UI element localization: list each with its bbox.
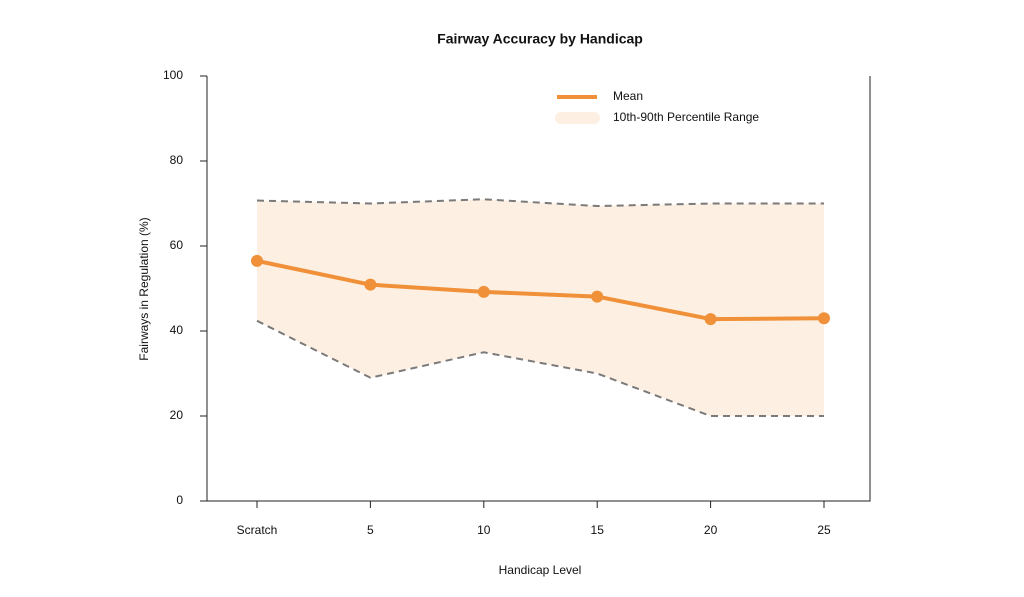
mean-point (591, 290, 604, 303)
mean-line (256, 258, 825, 322)
mean-point (818, 312, 830, 325)
legend-label: Mean (613, 89, 643, 103)
y-tick-label: 20 (170, 408, 184, 422)
y-tick-label: 100 (163, 68, 183, 82)
y-axis-label: Fairways in Regulation (%) (137, 217, 151, 360)
x-tick-label: Scratch (237, 523, 278, 537)
mean-point (477, 285, 490, 298)
legend-label: 10th-90th Percentile Range (613, 110, 759, 124)
y-tick-label: 40 (170, 323, 184, 337)
mean-point (251, 254, 263, 267)
y-tick-label: 0 (176, 493, 183, 507)
percentile-band (257, 199, 824, 416)
mean-point (704, 313, 717, 326)
legend-swatch (555, 112, 600, 124)
x-tick-label: 20 (704, 523, 718, 537)
x-tick-label: 15 (591, 523, 605, 537)
y-tick-label: 80 (170, 153, 184, 167)
y-tick-label: 60 (170, 238, 184, 252)
band-lower-line (256, 319, 824, 417)
x-tick-label: 25 (817, 523, 831, 537)
x-tick-label: 5 (367, 523, 374, 537)
chart-title: Fairway Accuracy by Handicap (437, 31, 643, 47)
x-tick-label: 10 (477, 523, 491, 537)
axes-frame (206, 76, 871, 502)
band-upper-line (256, 198, 824, 208)
x-axis-label: Handicap Level (499, 563, 582, 577)
mean-point (364, 278, 377, 291)
